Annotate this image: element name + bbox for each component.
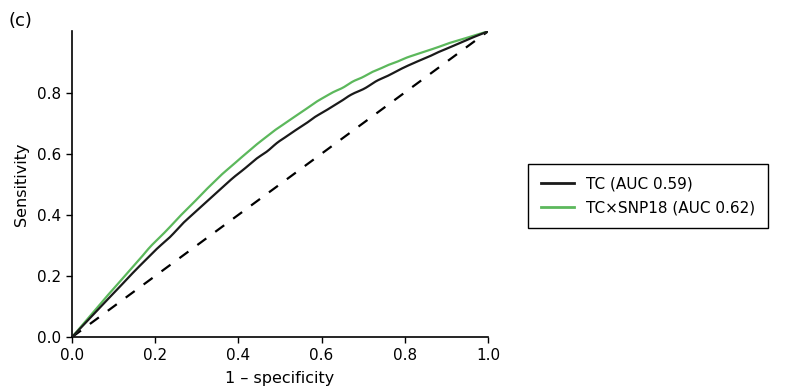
- Legend: TC (AUC 0.59), TC×SNP18 (AUC 0.62): TC (AUC 0.59), TC×SNP18 (AUC 0.62): [528, 164, 768, 228]
- Y-axis label: Sensitivity: Sensitivity: [14, 142, 29, 226]
- X-axis label: 1 – specificity: 1 – specificity: [226, 371, 334, 386]
- Text: (c): (c): [8, 12, 32, 30]
